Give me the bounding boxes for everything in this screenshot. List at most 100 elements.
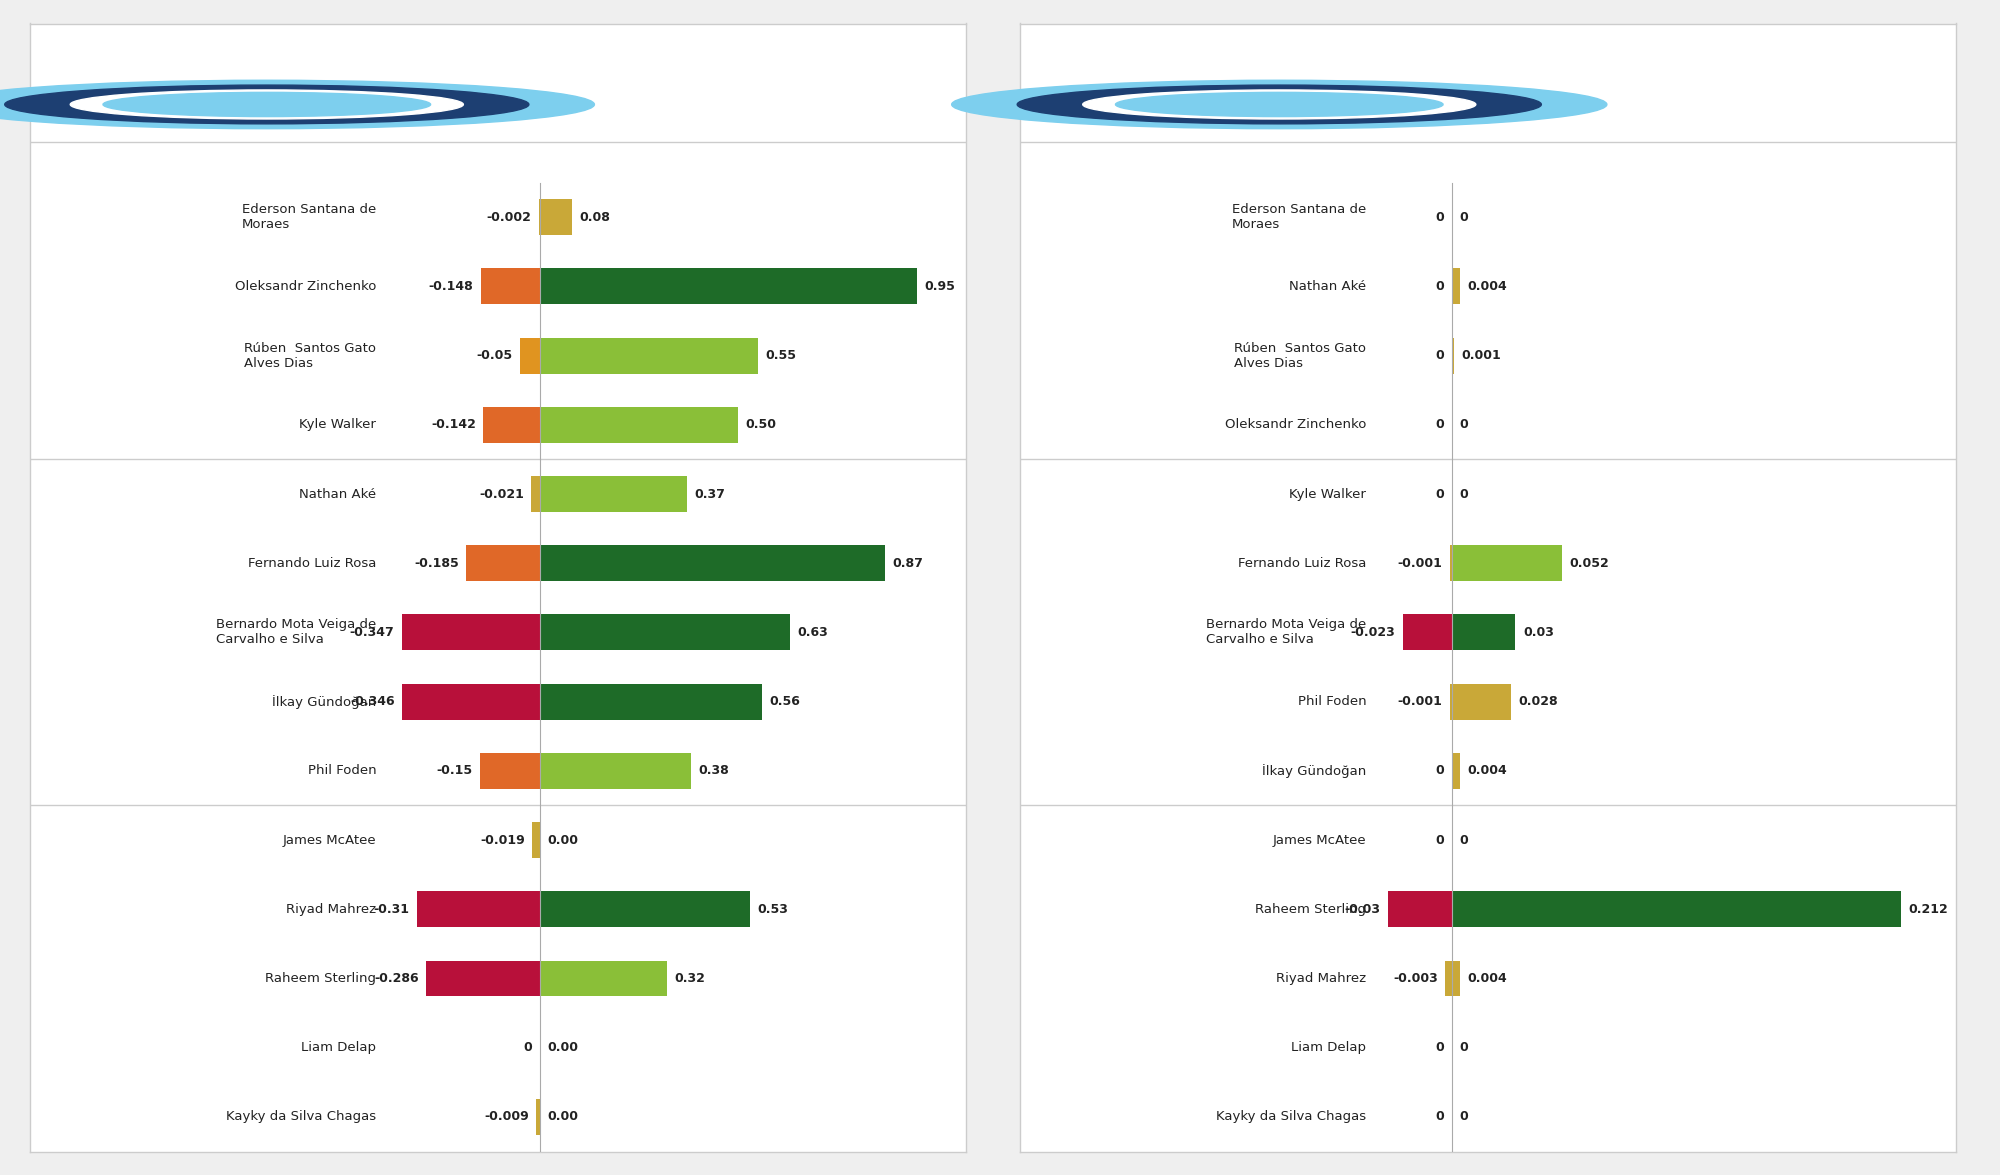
Text: -0.009: -0.009 [484,1110,528,1123]
Text: 0: 0 [1460,210,1468,223]
Text: Oleksandr Zinchenko: Oleksandr Zinchenko [1224,418,1366,431]
Text: 0.004: 0.004 [1468,765,1508,778]
Circle shape [1116,93,1444,116]
Bar [540,960,666,996]
Text: Raheem Sterling: Raheem Sterling [266,972,376,985]
Text: Kyle Walker: Kyle Walker [300,418,376,431]
Bar [480,753,540,788]
Text: Ederson Santana de
Moraes: Ederson Santana de Moraes [1232,203,1366,231]
Text: Bernardo Mota Veiga de
Carvalho e Silva: Bernardo Mota Veiga de Carvalho e Silva [1206,618,1366,646]
Circle shape [104,93,430,116]
Text: 0: 0 [1460,488,1468,501]
Text: Bernardo Mota Veiga de
Carvalho e Silva: Bernardo Mota Veiga de Carvalho e Silva [216,618,376,646]
Text: 0.53: 0.53 [758,902,788,915]
Bar [402,684,540,719]
Text: Nathan Aké: Nathan Aké [1290,280,1366,293]
Text: -0.142: -0.142 [430,418,476,431]
Text: -0.021: -0.021 [480,488,524,501]
Text: Kayky da Silva Chagas: Kayky da Silva Chagas [1216,1110,1366,1123]
Bar [1452,892,1902,927]
Bar [480,268,540,304]
Text: 0.004: 0.004 [1468,972,1508,985]
Text: 0.87: 0.87 [892,557,924,570]
Text: 0: 0 [1460,833,1468,847]
Circle shape [952,80,1606,129]
Text: 0: 0 [1436,280,1444,293]
Text: Oleksandr Zinchenko: Oleksandr Zinchenko [234,280,376,293]
Text: 0.00: 0.00 [548,1110,578,1123]
Bar [540,753,690,788]
Bar [466,545,540,582]
Bar [1452,337,1454,374]
Text: -0.019: -0.019 [480,833,524,847]
Text: 0.08: 0.08 [580,210,610,223]
Text: xT from Dribbles: xT from Dribbles [1048,93,1256,116]
Text: 0.38: 0.38 [698,765,728,778]
Text: -0.023: -0.023 [1350,626,1396,639]
Text: -0.347: -0.347 [350,626,394,639]
Text: 0.56: 0.56 [770,696,800,709]
Text: Liam Delap: Liam Delap [302,1041,376,1054]
Circle shape [1018,85,1542,123]
Text: 0: 0 [1436,1041,1444,1054]
Text: -0.148: -0.148 [428,280,474,293]
Text: Rúben  Santos Gato
Alves Dias: Rúben Santos Gato Alves Dias [1234,342,1366,370]
Text: Kyle Walker: Kyle Walker [1290,488,1366,501]
Text: -0.001: -0.001 [1398,557,1442,570]
Bar [540,268,918,304]
Text: 0.63: 0.63 [798,626,828,639]
Text: Raheem Sterling: Raheem Sterling [1256,902,1366,915]
Text: 0: 0 [1436,349,1444,362]
Bar [540,476,686,512]
Text: 0.052: 0.052 [1570,557,1610,570]
Bar [1452,615,1516,651]
Text: 0.212: 0.212 [1908,902,1948,915]
Bar [540,200,572,235]
Text: Phil Foden: Phil Foden [308,765,376,778]
Text: 0: 0 [524,1041,532,1054]
Circle shape [4,85,528,123]
Text: 0.95: 0.95 [924,280,956,293]
Bar [540,615,790,651]
Text: Liam Delap: Liam Delap [1292,1041,1366,1054]
Text: Ederson Santana de
Moraes: Ederson Santana de Moraes [242,203,376,231]
Bar [484,407,540,443]
Text: Rúben  Santos Gato
Alves Dias: Rúben Santos Gato Alves Dias [244,342,376,370]
Text: 0: 0 [1436,418,1444,431]
Text: 0.32: 0.32 [674,972,706,985]
Text: xT from Passes: xT from Passes [58,93,246,116]
Text: 0.37: 0.37 [694,488,726,501]
Circle shape [70,90,464,119]
Bar [536,1099,540,1135]
Text: 0: 0 [1436,765,1444,778]
Bar [520,337,540,374]
Text: -0.185: -0.185 [414,557,458,570]
Text: 0: 0 [1436,210,1444,223]
Bar [1452,960,1460,996]
Text: Phil Foden: Phil Foden [1298,696,1366,709]
Text: Riyad Mahrez: Riyad Mahrez [286,902,376,915]
Text: Riyad Mahrez: Riyad Mahrez [1276,972,1366,985]
Text: -0.15: -0.15 [436,765,472,778]
Text: 0.55: 0.55 [766,349,796,362]
Text: 0.001: 0.001 [1462,349,1502,362]
Bar [1446,960,1452,996]
Bar [540,337,758,374]
Text: 0: 0 [1460,418,1468,431]
Text: Fernando Luiz Rosa: Fernando Luiz Rosa [1238,557,1366,570]
Text: 0.03: 0.03 [1522,626,1554,639]
Text: 0: 0 [1460,1110,1468,1123]
Text: -0.001: -0.001 [1398,696,1442,709]
Bar [402,615,540,651]
Circle shape [1082,90,1476,119]
Bar [1452,268,1460,304]
Text: İlkay Gündoğan: İlkay Gündoğan [1262,764,1366,778]
Bar [532,476,540,512]
Text: 0.50: 0.50 [746,418,776,431]
Bar [1404,615,1452,651]
Text: -0.002: -0.002 [486,210,532,223]
Bar [540,407,738,443]
Bar [532,822,540,858]
Text: -0.003: -0.003 [1394,972,1438,985]
Text: Fernando Luiz Rosa: Fernando Luiz Rosa [248,557,376,570]
